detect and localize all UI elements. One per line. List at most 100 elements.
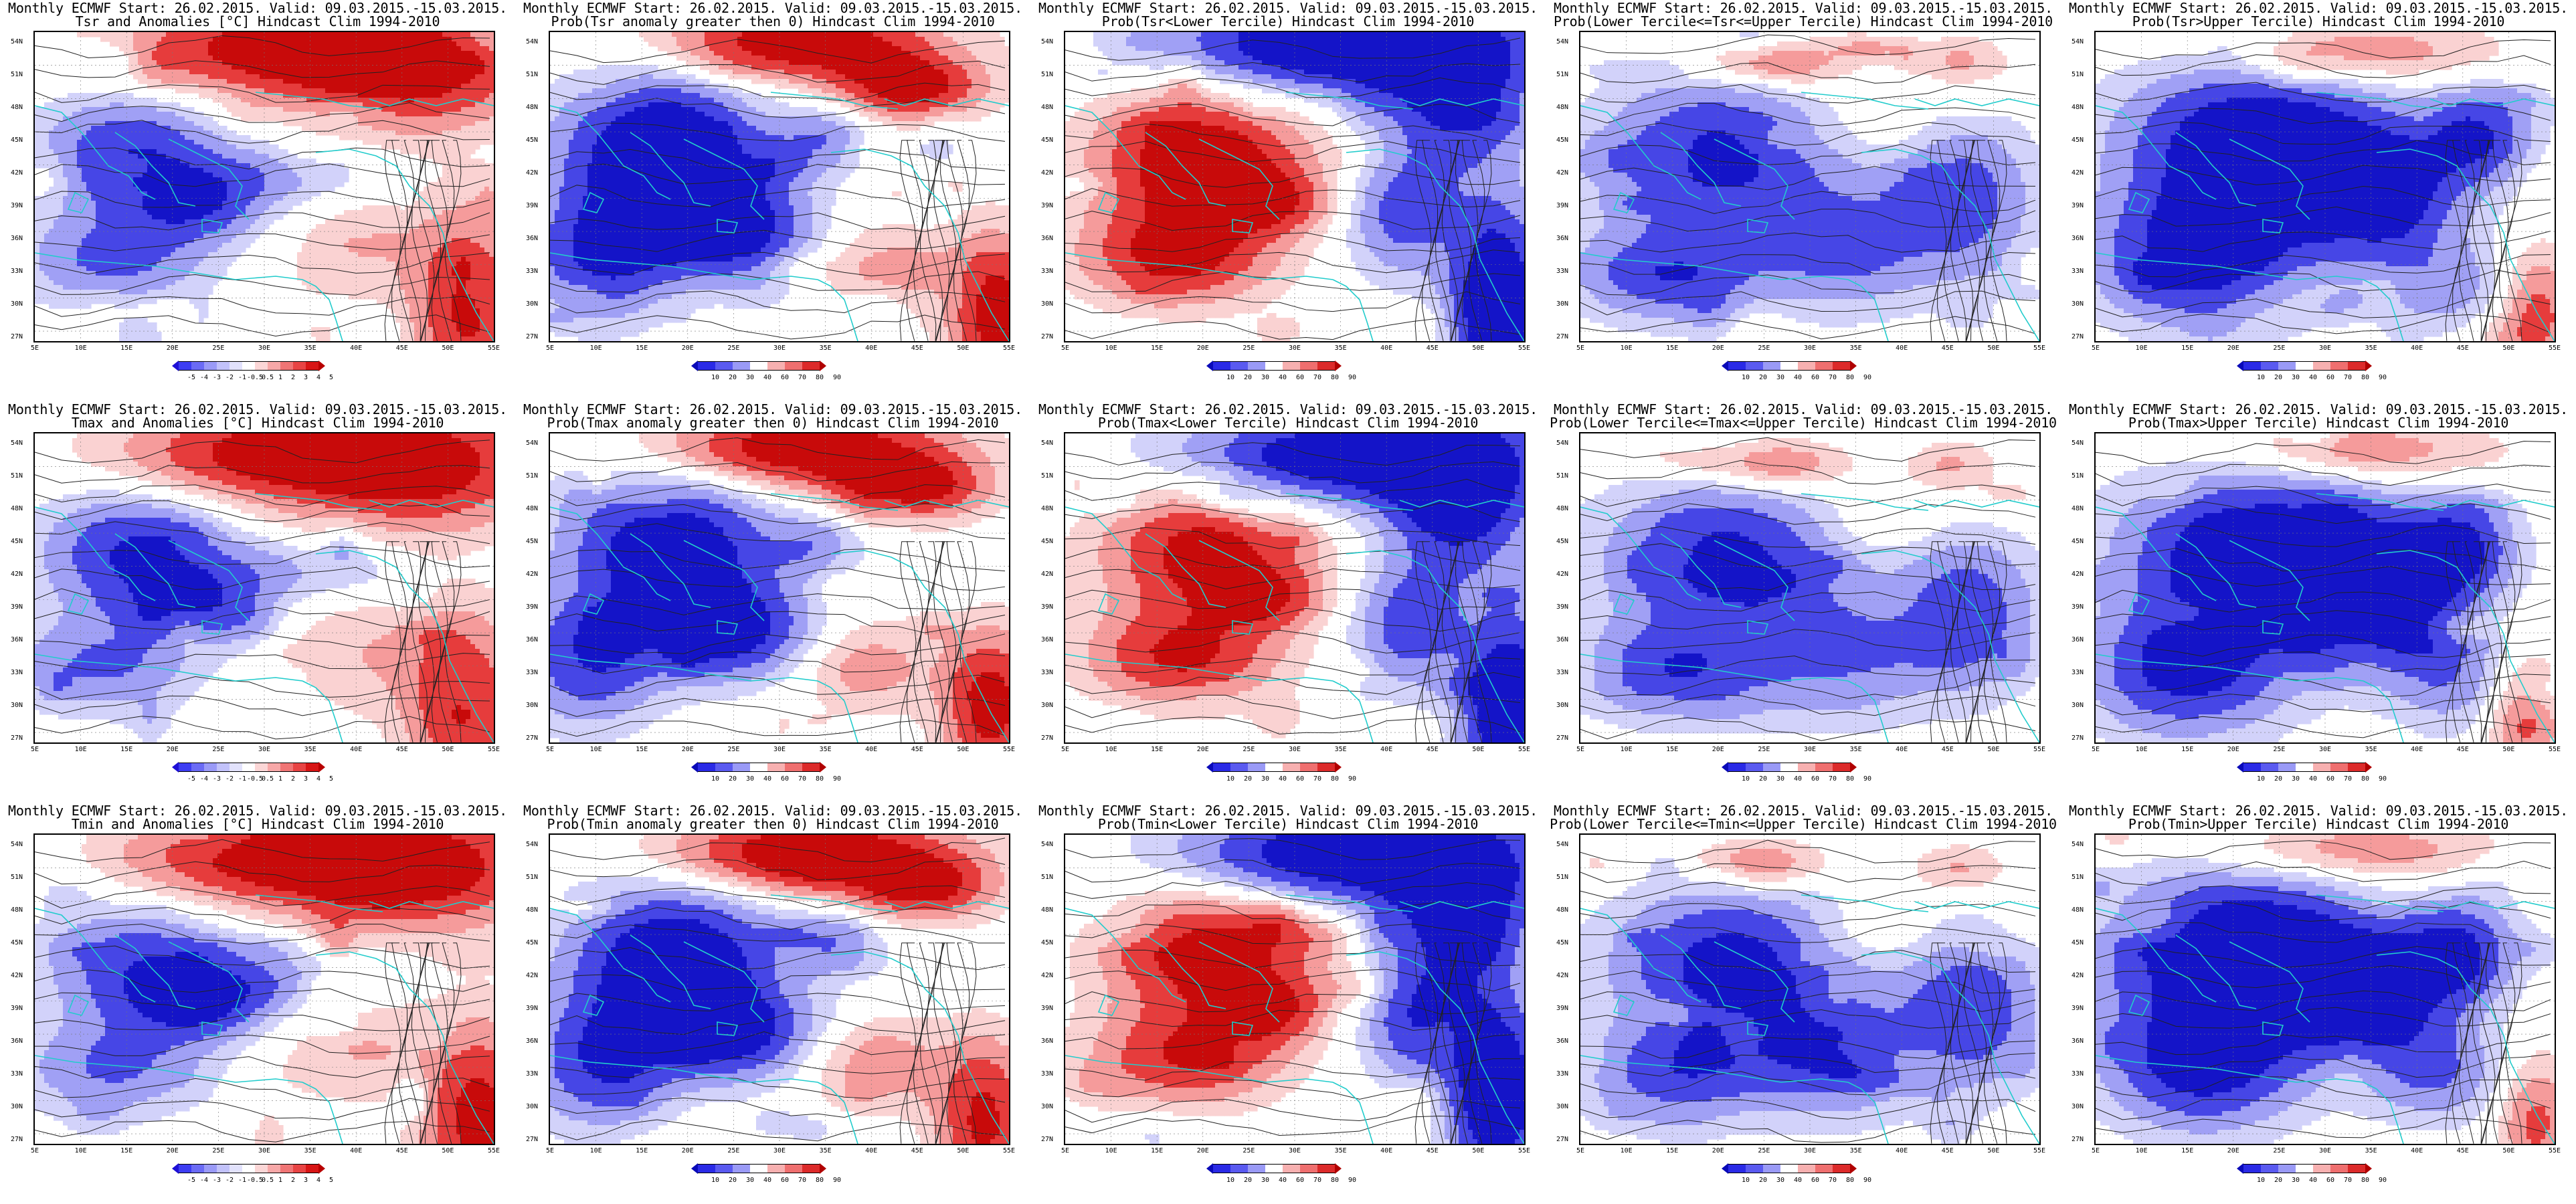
forecast-map: [2094, 833, 2556, 1145]
longitude-label: 5E: [1576, 1148, 1584, 1155]
colorbar-swatch: [242, 1164, 255, 1173]
colorbar-swatch: [280, 1164, 293, 1173]
colorbar-swatch: [1815, 361, 1833, 371]
latitude-label: 27N: [11, 735, 23, 742]
colorbar-swatch: [1317, 361, 1335, 371]
longitude-label: 45E: [1427, 1148, 1439, 1155]
panel-title-line2: Prob(Tsr anomaly greater then 0) Hindcas…: [515, 15, 1030, 28]
panel-title-line1: Monthly ECMWF Start: 26.02.2015. Valid: …: [515, 804, 1030, 817]
latitude-label: 51N: [1041, 874, 1053, 881]
longitude-label: 40E: [1380, 746, 1392, 753]
latitude-label: 54N: [1556, 440, 1568, 447]
latitude-label: 45N: [1041, 940, 1053, 946]
panel-title-line2: Prob(Tmin anomaly greater then 0) Hindca…: [515, 817, 1030, 831]
longitude-label: 25E: [1758, 345, 1770, 352]
latitude-label: 54N: [526, 39, 538, 45]
latitude-label: 27N: [526, 735, 538, 742]
colorbar-tick-label: 90: [1863, 1177, 1871, 1184]
longitude-label: 40E: [1896, 1148, 1908, 1155]
colorbar-swatch: [191, 361, 204, 371]
latitude-label: 36N: [2072, 1038, 2084, 1045]
longitude-label: 40E: [865, 345, 877, 352]
forecast-panel-r0-c4: Monthly ECMWF Start: 26.02.2015. Valid: …: [2061, 0, 2576, 401]
longitude-label: 40E: [2411, 1148, 2423, 1155]
latitude-label: 54N: [11, 440, 23, 447]
colorbar-tick-label: 70: [1313, 375, 1321, 381]
latitude-label: 39N: [11, 604, 23, 611]
longitude-label: 50E: [1472, 345, 1484, 352]
colorbar-tick-label: 4: [316, 776, 320, 783]
colorbar-tick-label: 90: [1863, 776, 1871, 783]
colorbar-swatch: [2296, 763, 2313, 772]
colorbar-swatch: [1746, 1164, 1763, 1173]
longitude-label: 20E: [2227, 345, 2239, 352]
colorbar-swatch: [1248, 361, 1265, 371]
colorbar-tick-label: 30: [1261, 375, 1269, 381]
colorbar-end-right: [820, 762, 826, 773]
latitude-label: 30N: [1556, 1104, 1568, 1110]
colorbar-tick-label: 70: [798, 776, 806, 783]
longitude-label: 5E: [546, 345, 554, 352]
latitude-label: 51N: [11, 874, 23, 881]
colorbar-tick-label: 30: [1776, 1177, 1784, 1184]
colorbar-swatch: [2261, 763, 2278, 772]
colorbar-swatch: [1815, 1164, 1833, 1173]
longitude-label: 25E: [1243, 746, 1255, 753]
colorbar-tick-label: 60: [1811, 375, 1819, 381]
longitude-label: 50E: [2502, 1148, 2514, 1155]
colorbar-swatch: [268, 361, 280, 371]
latitude-label: 42N: [1556, 170, 1568, 177]
panel-title-line1: Monthly ECMWF Start: 26.02.2015. Valid: …: [1546, 804, 2061, 817]
forecast-panel-r2-c3: Monthly ECMWF Start: 26.02.2015. Valid: …: [1546, 803, 2061, 1204]
latitude-label: 42N: [2072, 571, 2084, 578]
forecast-panel-r2-c2: Monthly ECMWF Start: 26.02.2015. Valid: …: [1030, 803, 1546, 1204]
latitude-label: 30N: [1041, 702, 1053, 709]
latitude-label: 54N: [1041, 841, 1053, 848]
longitude-label: 50E: [1987, 1148, 1999, 1155]
colorbar-swatch: [1248, 763, 1265, 772]
longitude-label: 10E: [1105, 345, 1117, 352]
colorbar-end-left: [1206, 361, 1213, 371]
longitude-label: 10E: [1621, 746, 1633, 753]
longitude-label: 55E: [1518, 746, 1530, 753]
latitude-label: 27N: [2072, 735, 2084, 742]
latitude-label: 36N: [526, 235, 538, 242]
colorbar-tick-label: -0.5: [247, 1177, 263, 1184]
latitude-label: 45N: [1556, 940, 1568, 946]
colorbar-end-left: [172, 1163, 179, 1174]
panel-title-line1: Monthly ECMWF Start: 26.02.2015. Valid: …: [2061, 804, 2576, 817]
longitude-label: 10E: [75, 1148, 87, 1155]
latitude-label: 48N: [11, 506, 23, 512]
longitude-label: 25E: [1758, 746, 1770, 753]
colorbar-tick-label: 70: [1829, 1177, 1837, 1184]
colorbar-tick-label: 30: [1776, 776, 1784, 783]
colorbar-tick-label: 70: [2344, 375, 2352, 381]
latitude-label: 54N: [526, 440, 538, 447]
latitude-label: 51N: [526, 72, 538, 78]
longitude-label: 15E: [636, 345, 648, 352]
colorbar-tick-label: 0.5: [262, 375, 274, 381]
colorbar-end-right: [2365, 762, 2372, 773]
longitude-label: 5E: [1576, 345, 1584, 352]
forecast-map: [549, 31, 1010, 342]
shaded-field: [35, 835, 494, 1144]
longitude-label: 10E: [1621, 1148, 1633, 1155]
latitude-label: 45N: [526, 137, 538, 144]
colorbar-swatch: [217, 763, 229, 772]
longitude-label: 40E: [350, 746, 362, 753]
forecast-map: [1064, 833, 1526, 1145]
latitude-label: 36N: [526, 1038, 538, 1045]
latitude-label: 45N: [1556, 538, 1568, 545]
colorbar-swatch: [2313, 763, 2330, 772]
longitude-label: 15E: [2181, 345, 2193, 352]
shaded-field: [550, 835, 1009, 1144]
longitude-label: 35E: [820, 746, 832, 753]
latitude-label: 36N: [526, 637, 538, 643]
forecast-map: [33, 432, 495, 744]
colorbar-swatch: [1746, 763, 1763, 772]
colorbar-tick-label: 10: [711, 375, 719, 381]
colorbar-swatch: [750, 361, 767, 371]
longitude-label: 5E: [2092, 746, 2100, 753]
colorbar-tick-label: 1: [278, 1177, 282, 1184]
colorbar-tick-label: 60: [1296, 1177, 1304, 1184]
